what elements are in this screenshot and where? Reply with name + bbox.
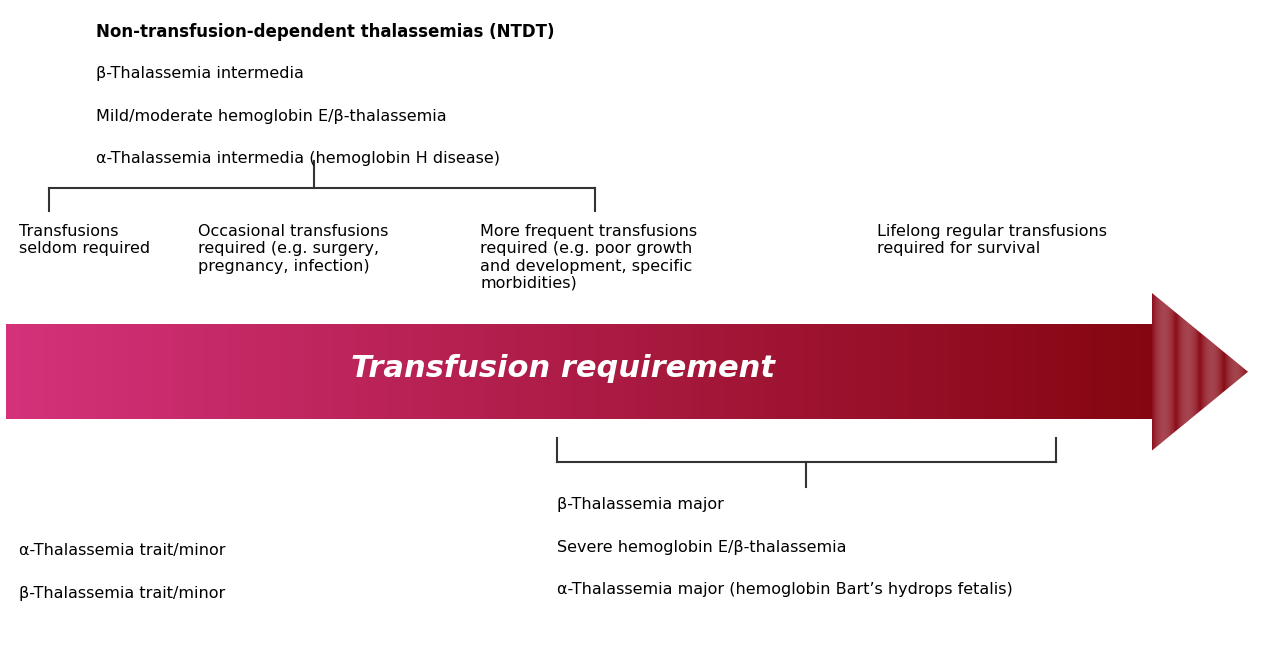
Text: Mild/moderate hemoglobin E/β-thalassemia: Mild/moderate hemoglobin E/β-thalassemia [96, 109, 447, 124]
Text: β-Thalassemia major: β-Thalassemia major [557, 497, 723, 512]
Text: α-Thalassemia trait/minor: α-Thalassemia trait/minor [19, 543, 225, 558]
Text: Occasional transfusions
required (e.g. surgery,
pregnancy, infection): Occasional transfusions required (e.g. s… [198, 224, 389, 274]
Text: Transfusions
seldom required: Transfusions seldom required [19, 224, 150, 256]
Text: More frequent transfusions
required (e.g. poor growth
and development, specific
: More frequent transfusions required (e.g… [480, 224, 698, 291]
Text: Severe hemoglobin E/β-thalassemia: Severe hemoglobin E/β-thalassemia [557, 540, 846, 555]
Text: Non-transfusion-dependent thalassemias (NTDT): Non-transfusion-dependent thalassemias (… [96, 23, 554, 41]
Text: Transfusion requirement: Transfusion requirement [351, 354, 776, 383]
Text: β-Thalassemia trait/minor: β-Thalassemia trait/minor [19, 586, 225, 601]
Text: α-Thalassemia major (hemoglobin Bart’s hydrops fetalis): α-Thalassemia major (hemoglobin Bart’s h… [557, 582, 1012, 597]
Text: α-Thalassemia intermedia (hemoglobin H disease): α-Thalassemia intermedia (hemoglobin H d… [96, 151, 500, 166]
Text: β-Thalassemia intermedia: β-Thalassemia intermedia [96, 66, 303, 81]
Text: Lifelong regular transfusions
required for survival: Lifelong regular transfusions required f… [877, 224, 1107, 256]
